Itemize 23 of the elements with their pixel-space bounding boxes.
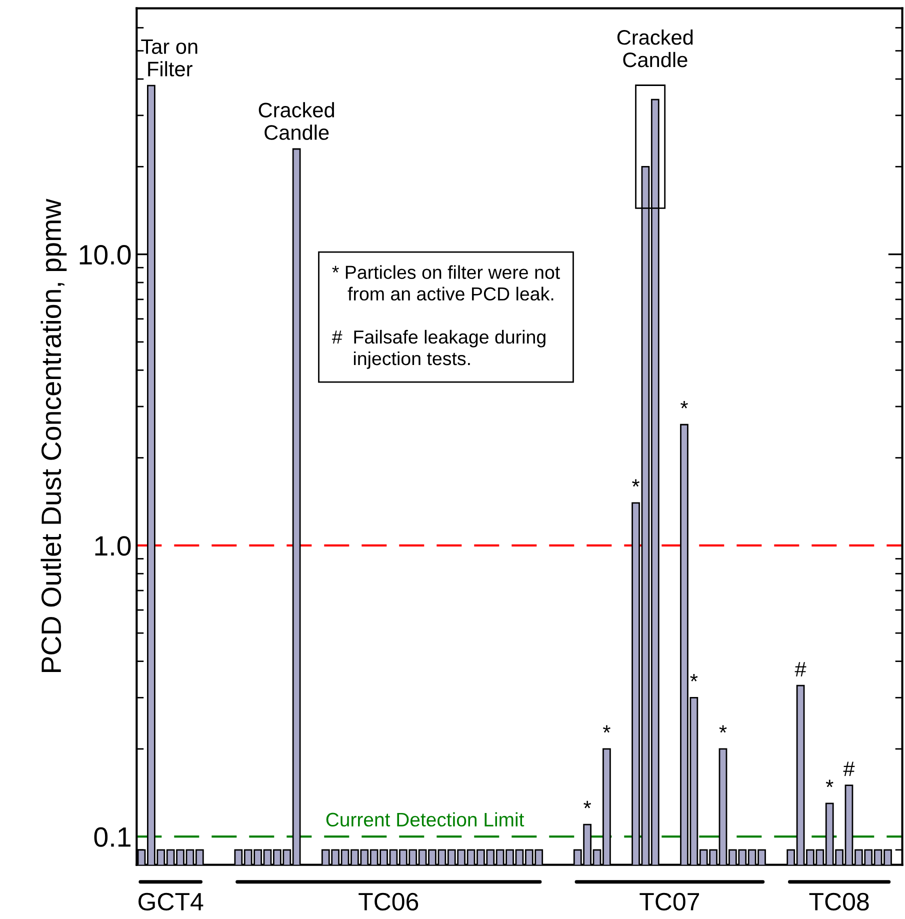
y-tick-label: 1.0 xyxy=(95,536,131,556)
data-label: * xyxy=(719,725,727,733)
data-label: * xyxy=(584,800,592,808)
data-label: * xyxy=(690,674,698,682)
data-label: Tar on Filter xyxy=(141,39,198,76)
data-label: * xyxy=(826,780,834,788)
data-label: * xyxy=(632,479,640,487)
y-tick-label: 10.0 xyxy=(80,244,131,265)
annotation: # Failsafe leakage during injection tests. xyxy=(332,330,546,369)
ref-line-label: Current Detection Limit xyxy=(326,812,524,827)
data-label: * xyxy=(602,725,610,733)
text: TC06 xyxy=(358,892,418,911)
text: TC08 xyxy=(809,892,869,911)
text: TC07 xyxy=(640,892,699,911)
data-label: Cracked Candle xyxy=(617,30,693,68)
data-label: # xyxy=(843,762,855,776)
y-axis-title: PCD Outlet Dust Concentration, ppmw xyxy=(40,198,67,672)
data-label: # xyxy=(794,662,806,676)
data-label: * xyxy=(680,401,688,408)
data-label: Cracked Candle xyxy=(258,102,334,140)
y-tick-label: 0.1 xyxy=(94,827,130,847)
annotation: * Particles on filter were not from an active PCD leak. xyxy=(332,265,560,301)
text: GCT4 xyxy=(138,892,204,911)
